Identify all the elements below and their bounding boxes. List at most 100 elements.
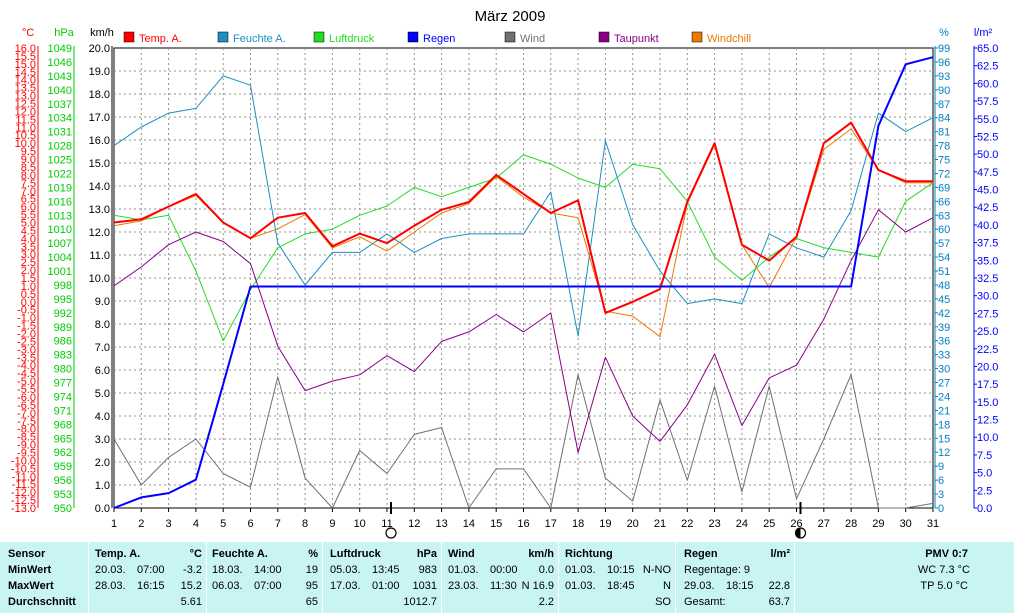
humidity-axis-tick: 24 [938,391,950,403]
rain-axis-tick: 57.5 [977,96,998,108]
wind-axis-tick: 16.0 [89,135,110,147]
stats-humidity-avg-value: 65 [305,596,318,608]
x-tick-label: 5 [220,518,226,530]
stats-temp-max-date: 28.03. [95,580,126,592]
stats-rain-column: Regen l/m² Regentage: 9 29.03. 18:15 22.… [676,542,794,613]
x-tick-label: 31 [927,518,939,530]
humidity-axis-tick: 51 [938,266,950,278]
rain-axis-tick: 25.0 [977,326,998,338]
temp-axis-tick: -2.5 [17,336,36,348]
wind-axis-tick: 18.0 [89,89,110,101]
series-line-feuchte-a- [113,75,934,337]
rain-axis-tick: 62.5 [977,61,998,73]
pressure-axis-tick: 1010 [48,224,72,236]
chart-title: März 2009 [475,8,546,25]
legend-swatch [407,31,419,43]
x-tick-label: 25 [763,518,775,530]
temp-axis-tick: -4.5 [17,368,36,380]
pressure-axis-tick: 986 [54,336,72,348]
pressure-axis-tick: 995 [54,294,72,306]
stats-pressure-header: Luftdruck [330,548,381,560]
stats-pmv-windchill: WC 7.3 °C [917,564,970,576]
rain-axis-tick: 17.5 [977,379,998,391]
wind-axis-tick: 14.0 [89,181,110,193]
x-tick-label: 13 [435,518,447,530]
statistics-panel: Sensor MinWert MaxWert Durchschnitt Temp… [0,542,1014,613]
temp-axis-tick: 14.0 [15,75,36,87]
x-tick-label: 14 [463,518,475,530]
stats-direction-min-time: 10:15 [607,564,635,576]
temp-axis-tick: 12.5 [15,99,36,111]
stats-pressure-max-time: 01:00 [372,580,400,592]
temp-axis-tick: 10.0 [15,138,36,150]
wind-axis-tick: 10.0 [89,273,110,285]
stats-sensor-column: Sensor MinWert MaxWert Durchschnitt [0,542,88,613]
humidity-axis-tick: 69 [938,182,950,194]
stats-rain-header: Regen [684,548,718,560]
rain-axis-tick: 35.0 [977,255,998,267]
legend-label: Windchill [707,33,751,45]
pressure-axis-tick: 992 [54,308,72,320]
rain-axis-tick: 50.0 [977,149,998,161]
rain-axis-tick: 22.5 [977,344,998,356]
series-line-wind [113,374,934,509]
stats-humidity-min-date: 18.03. [212,564,243,576]
stats-wind-min-date: 01.03. [448,564,479,576]
x-tick-label: 19 [599,518,611,530]
temp-axis-tick: 13.5 [15,83,36,95]
stats-pressure-max-date: 17.03. [330,580,361,592]
temp-axis-tick: 14.5 [15,67,36,79]
x-tick-label: 28 [845,518,857,530]
legend-label: Taupunkt [614,33,659,45]
temp-axis-tick: -7.0 [17,408,36,420]
temp-axis-tick: 13.0 [15,91,36,103]
stats-direction-max-time: 18:45 [607,580,635,592]
x-tick-label: 1 [111,518,117,530]
x-tick-label: 30 [900,518,912,530]
stats-wind-column: Wind km/h 01.03. 00:00 0.0 23.03. 11:30 … [442,542,558,613]
humidity-axis-tick: 18 [938,419,950,431]
temp-axis-tick: -9.0 [17,440,36,452]
stats-wind-max-date: 23.03. [448,580,479,592]
rain-axis-tick: 55.0 [977,114,998,126]
temp-axis-tick: 10.5 [15,130,36,142]
legend-swatch [598,31,610,43]
moon-phases [385,502,807,539]
humidity-axis-tick: 63 [938,210,950,222]
x-tick-label: 2 [138,518,144,530]
temp-axis-tick: -3.5 [17,352,36,364]
pressure-axis-tick: 1043 [48,71,72,83]
stats-direction-max-date: 01.03. [565,580,596,592]
temp-axis-tick: -8.5 [17,432,36,444]
rain-axis-tick: 37.5 [977,238,998,250]
stats-divider [206,542,207,613]
wind-axis-tick: 9.0 [95,296,110,308]
stats-rain-total-value: 63.7 [768,596,790,608]
humidity-axis-tick: 27 [938,378,950,390]
stats-wind-max-time: 11:30 [490,580,517,592]
legend-swatch [313,31,325,43]
stats-direction-max-value: N [663,580,671,592]
humidity-axis-tick: 54 [938,252,950,264]
temp-axis-tick: 12.0 [15,106,36,118]
pressure-axis-tick: 1001 [48,266,72,278]
pressure-axis-tick: 1037 [48,99,72,111]
stats-pressure-avg-value: 1012.7 [403,596,437,608]
temp-axis-tick: -13.0 [11,503,36,515]
stats-pressure-min-time: 13:45 [372,564,400,576]
pressure-axis-tick: 965 [54,433,72,445]
stats-humidity-unit: % [308,548,318,560]
humidity-axis-tick: 96 [938,57,950,69]
stats-direction-avg-value: SO [655,596,671,608]
temp-axis-tick: -10.0 [11,455,36,467]
temp-axis-tick: -9.5 [17,447,36,459]
rain-axis-tick: 7.5 [977,450,992,462]
x-tick-label: 11 [381,518,392,530]
temp-axis-tick: 11.0 [15,122,36,134]
pressure-axis-tick: 980 [54,364,72,376]
x-tick-label: 4 [193,518,199,530]
x-tick-label: 18 [572,518,584,530]
stats-pressure-min-date: 05.03. [330,564,361,576]
rain-axis-tick: 32.5 [977,273,998,285]
left-axes: °C-13.0-12.5-12.0-11.5-11.0-10.5-10.0-9.… [11,27,114,515]
